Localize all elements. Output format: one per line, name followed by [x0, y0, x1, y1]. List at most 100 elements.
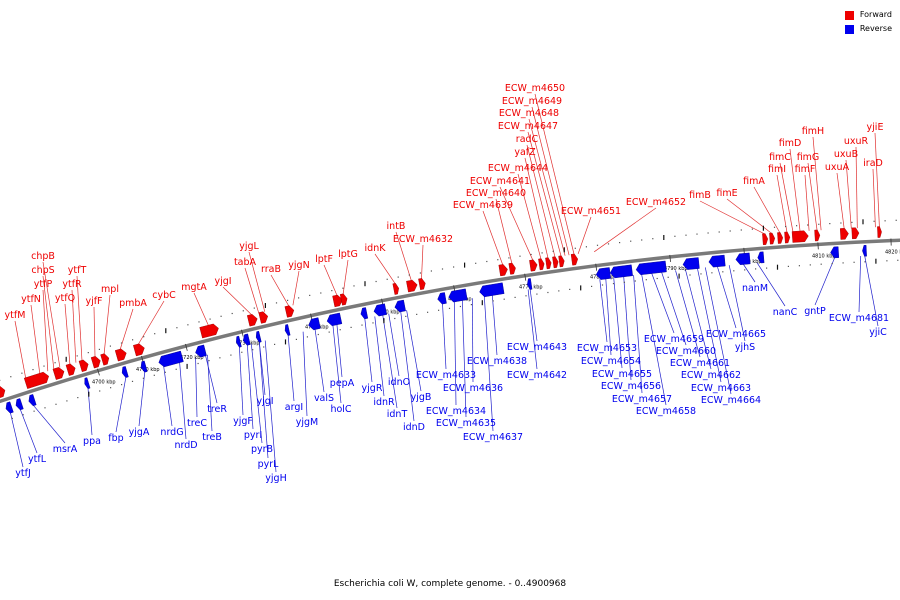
label-leader-line [495, 198, 513, 264]
forward-gene-label: intB [387, 221, 406, 232]
forward-gene-arrow [52, 367, 65, 380]
reverse-gene-label: treR [207, 404, 227, 415]
reverse-swatch [844, 24, 854, 34]
reverse-gene-arrow [28, 394, 37, 407]
guide-dot [884, 220, 886, 222]
label-leader-line [374, 253, 396, 284]
label-leader-line [855, 146, 858, 229]
reverse-gene-label: nanC [773, 307, 798, 318]
guide-dot [76, 355, 78, 357]
gene-features [0, 226, 882, 414]
reverse-gene-arrow [140, 360, 148, 373]
forward-gene-arrow [23, 371, 49, 389]
forward-gene-arrow [90, 356, 101, 369]
guide-dot [416, 313, 418, 315]
label-leader-line [858, 255, 862, 313]
guide-dot [441, 268, 444, 270]
reverse-gene-label: idnT [387, 409, 408, 420]
guide-dot [486, 260, 488, 263]
reverse-gene-label: pyrL [258, 459, 280, 470]
reverse-gene-arrow [448, 288, 468, 303]
label-leader-line [599, 279, 608, 343]
label-leader-line [812, 136, 822, 231]
guide-dot [87, 352, 89, 354]
label-leader-line [239, 346, 244, 416]
guide-dot [298, 297, 300, 299]
label-leader-line [482, 210, 504, 266]
label-leader-line [76, 275, 83, 361]
guide-dot [809, 264, 811, 266]
scale-label: 4750 kbp [376, 310, 400, 316]
label-leader-line [641, 274, 667, 406]
guide-dot [689, 274, 691, 276]
gene-labels: ytfMytfNytfPchpSchpBytfQytfRytfTyjfFmplp… [5, 83, 890, 484]
guide-dot [220, 315, 222, 317]
forward-gene-label: fimG [797, 152, 820, 163]
reverse-gene-label: ECW_m4634 [426, 406, 486, 417]
guide-dot [729, 230, 731, 232]
label-leader-line [342, 259, 349, 295]
guide-dot [448, 307, 451, 309]
guide-dot [733, 270, 735, 272]
guide-dot [284, 339, 287, 345]
label-leader-line [776, 174, 788, 233]
scale-label: 4700 kbp [92, 380, 116, 386]
reverse-gene-arrow [84, 377, 91, 389]
guide-dot [796, 225, 798, 227]
guide-dot [143, 336, 145, 338]
guide-dot [154, 333, 156, 335]
guide-dot [652, 238, 654, 240]
guide-dot [851, 221, 853, 223]
guide-dot [350, 326, 352, 328]
guide-dot [121, 384, 123, 386]
label-leader-line [382, 314, 398, 409]
guide-dot [164, 371, 166, 373]
guide-dot [66, 400, 68, 402]
guide-dot [722, 271, 724, 273]
guide-dot [718, 231, 720, 233]
guide-dot [525, 295, 527, 297]
guide-dot [492, 300, 494, 302]
guide-dot [558, 290, 560, 292]
guide-dot [696, 233, 698, 235]
reverse-gene-label: ECW_m4681 [829, 313, 889, 324]
guide-dot [667, 276, 669, 278]
label-leader-line [661, 271, 687, 346]
forward-gene-label: uxuR [844, 136, 869, 147]
scale-tick [241, 329, 244, 337]
reverse-gene-arrow [360, 307, 369, 320]
label-leader-line [462, 299, 467, 418]
guide-dot [65, 356, 67, 362]
guide-dot [536, 293, 538, 295]
forward-gene-label: lptG [338, 249, 358, 260]
reverse-gene-arrow [830, 246, 840, 259]
guide-dot [187, 324, 189, 326]
forward-gene-label: yjgI [214, 276, 231, 287]
forward-gene-label: uxuB [834, 149, 858, 160]
reverse-gene-label: gntP [804, 306, 826, 317]
guide-dot [176, 327, 178, 329]
guide-dot [547, 291, 549, 294]
label-leader-line [42, 275, 55, 370]
guide-dot [700, 273, 702, 275]
label-leader-line [302, 331, 308, 417]
guide-dot [77, 397, 79, 399]
guide-dot [397, 276, 399, 278]
guide-dot [153, 374, 155, 376]
guide-dot [591, 285, 593, 287]
forward-gene-label: rraB [261, 264, 281, 275]
label-leader-line [287, 335, 295, 402]
reverse-gene-label: yjgA [129, 427, 150, 438]
guide-dot [253, 307, 255, 309]
guide-dot [875, 258, 877, 264]
reverse-gene-label: valS [314, 393, 334, 404]
forward-gene-label: fimB [689, 190, 711, 201]
guide-dot [787, 265, 789, 267]
label-leader-line [400, 311, 415, 422]
label-leader-line [421, 244, 424, 279]
label-leader-line [33, 404, 66, 444]
label-leader-line [517, 173, 542, 260]
guide-dot [361, 324, 363, 326]
guide-dot [274, 343, 276, 345]
reverse-gene-label: ECW_m4656 [601, 381, 661, 392]
